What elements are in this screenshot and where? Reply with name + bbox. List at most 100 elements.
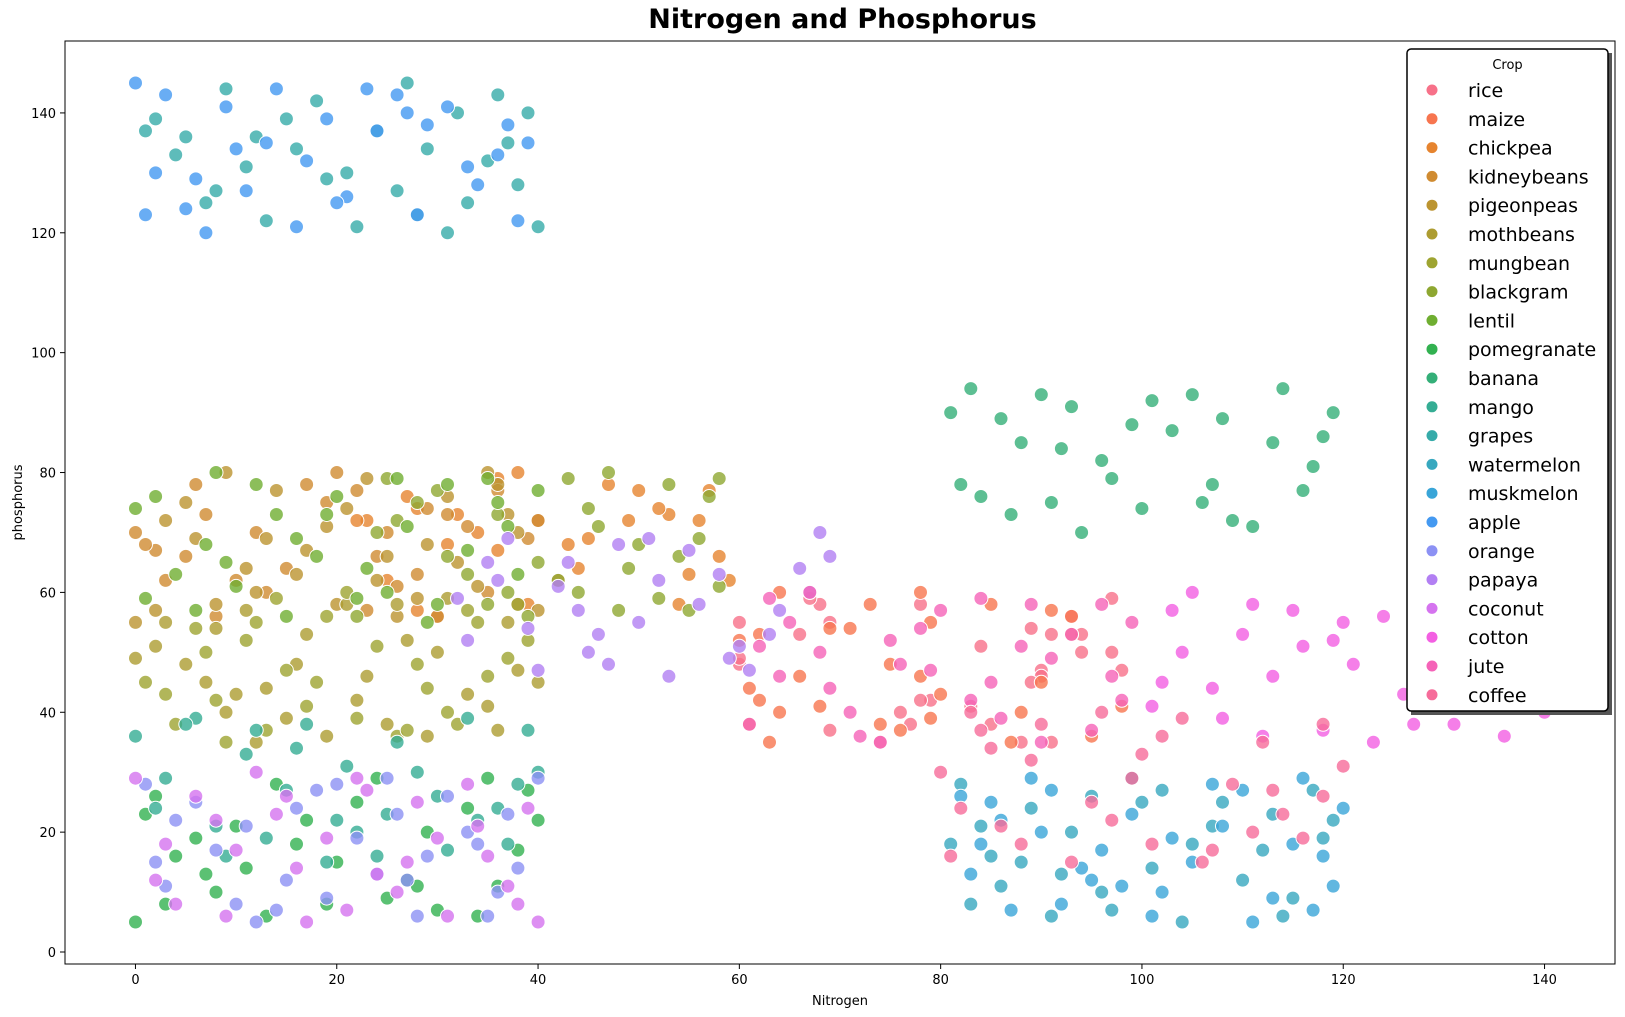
point-coffee xyxy=(1275,806,1291,822)
legend-marker-pomegranate xyxy=(1426,343,1438,355)
point-apple xyxy=(148,165,164,181)
point-banana xyxy=(1124,417,1140,433)
point-mothbeans xyxy=(359,668,375,684)
point-banana xyxy=(1265,435,1281,451)
point-jute xyxy=(1124,614,1140,630)
point-apple xyxy=(138,207,153,223)
point-coconut xyxy=(480,848,496,864)
point-coffee xyxy=(963,704,979,720)
point-rice xyxy=(1104,644,1120,660)
legend-label-papaya: papaya xyxy=(1468,570,1538,592)
point-pomegranate xyxy=(208,884,224,900)
point-banana xyxy=(1164,423,1180,439)
point-chickpea xyxy=(631,483,647,498)
point-mothbeans xyxy=(429,644,445,660)
point-lentil xyxy=(329,489,345,504)
point-pigeonpeas xyxy=(248,584,264,600)
point-jute xyxy=(1114,692,1130,708)
point-coffee xyxy=(1315,788,1331,804)
point-banana xyxy=(1064,399,1079,415)
point-banana xyxy=(1325,405,1341,421)
point-kidneybeans xyxy=(329,465,345,480)
point-chickpea xyxy=(560,537,576,552)
y-tick-label: 20 xyxy=(39,826,56,841)
point-banana xyxy=(1194,495,1210,510)
chart-title: Nitrogen and Phosphorus xyxy=(648,4,1037,35)
point-coconut xyxy=(339,902,355,918)
point-kidneybeans xyxy=(128,525,143,540)
point-mungbean xyxy=(319,608,335,624)
point-cotton xyxy=(1245,596,1261,612)
x-tick-label: 20 xyxy=(328,973,345,988)
point-coffee xyxy=(933,764,949,780)
x-tick-label: 120 xyxy=(1331,973,1356,988)
point-mothbeans xyxy=(419,728,435,744)
point-jute xyxy=(1084,722,1100,738)
point-apple xyxy=(470,177,486,193)
legend-marker-mothbeans xyxy=(1426,228,1438,240)
point-watermelon xyxy=(1174,914,1190,930)
legend-label-blackgram: blackgram xyxy=(1468,282,1568,304)
point-orange xyxy=(480,908,496,924)
point-watermelon xyxy=(1275,908,1291,924)
legend-items: rice maize chickpea kidneybeans pigeonpeas mo… xyxy=(1426,80,1596,707)
legend-marker-watermelon xyxy=(1426,458,1438,470)
legend-label-watermelon: watermelon xyxy=(1468,454,1581,476)
point-grapes xyxy=(208,183,224,199)
point-banana xyxy=(1104,471,1120,486)
point-apple xyxy=(490,147,506,163)
point-mothbeans xyxy=(198,674,214,690)
point-apple xyxy=(500,117,516,133)
point-apple xyxy=(329,195,345,211)
point-chickpea xyxy=(490,542,506,558)
point-apple xyxy=(359,81,375,97)
point-coconut xyxy=(359,782,375,798)
point-banana xyxy=(973,489,989,504)
point-grapes xyxy=(148,111,164,127)
point-maize xyxy=(822,620,838,636)
x-tick-label: 40 xyxy=(530,973,547,988)
point-watermelon xyxy=(1215,794,1230,810)
point-pomegranate xyxy=(480,770,496,786)
point-lentil xyxy=(319,507,335,522)
point-watermelon xyxy=(1064,824,1079,840)
point-papaya xyxy=(480,554,496,570)
point-coconut xyxy=(228,842,244,858)
point-kidneybeans xyxy=(198,507,214,522)
point-coconut xyxy=(369,866,385,882)
point-coconut xyxy=(299,914,315,930)
legend-label-grapes: grapes xyxy=(1468,426,1533,448)
point-mungbean xyxy=(480,668,496,684)
point-watermelon xyxy=(973,818,989,834)
point-cotton xyxy=(1174,644,1190,660)
point-maize xyxy=(762,734,777,750)
legend-label-banana: banana xyxy=(1468,368,1539,390)
point-coffee xyxy=(1225,776,1240,792)
legend-marker-jute xyxy=(1426,660,1438,672)
point-blackgram xyxy=(601,465,616,480)
point-rice xyxy=(822,722,838,738)
point-pomegranate xyxy=(289,836,304,852)
point-orange xyxy=(379,770,395,786)
point-lentil xyxy=(349,590,365,606)
point-apple xyxy=(128,75,143,91)
point-watermelon xyxy=(1184,836,1200,852)
legend-title: Crop xyxy=(1492,58,1522,73)
point-pigeonpeas xyxy=(470,578,486,594)
point-watermelon xyxy=(1325,812,1341,828)
point-mungbean xyxy=(510,596,526,612)
legend-marker-maize xyxy=(1426,113,1438,125)
point-cotton xyxy=(1345,656,1361,672)
point-cotton xyxy=(1144,698,1160,714)
point-pigeonpeas xyxy=(379,548,395,564)
point-muskmelon xyxy=(1114,878,1130,894)
point-lentil xyxy=(128,501,143,516)
point-muskmelon xyxy=(1003,902,1019,918)
point-coffee xyxy=(953,800,969,816)
point-blackgram xyxy=(349,608,365,624)
point-grapes xyxy=(198,195,214,211)
point-papaya xyxy=(651,572,667,588)
point-kidneybeans xyxy=(138,537,153,552)
point-lentil xyxy=(188,602,204,618)
point-cotton xyxy=(1325,632,1341,648)
